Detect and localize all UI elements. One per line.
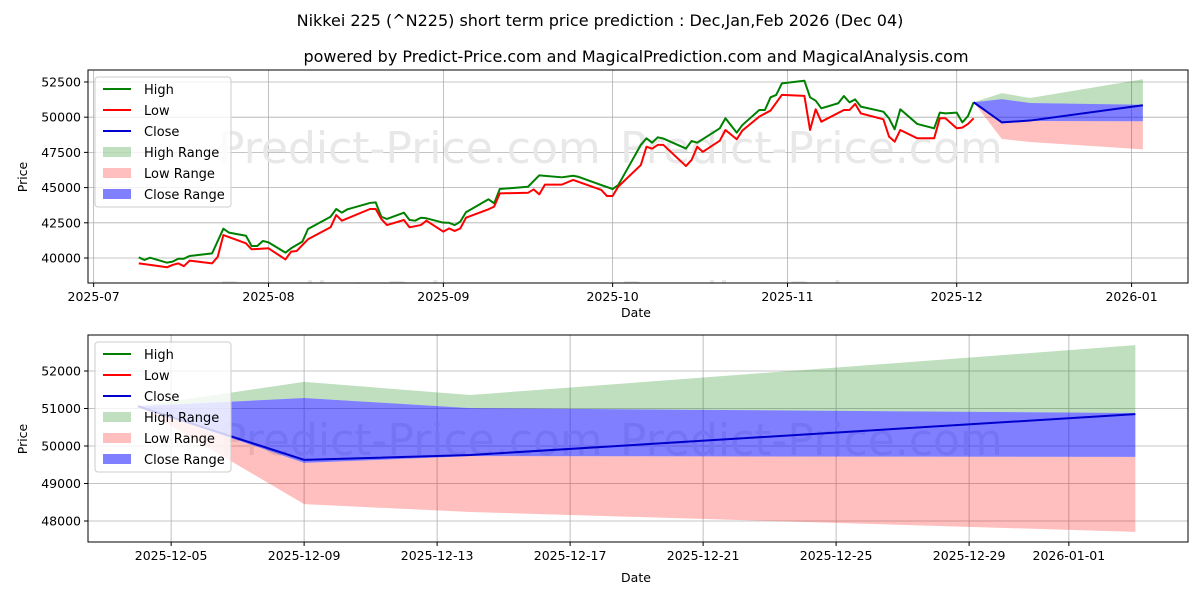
chart-subtitle: powered by Predict-Price.com and Magical…: [303, 47, 968, 66]
legend-label: Low Range: [144, 167, 215, 182]
legend-patch-swatch: [103, 433, 131, 443]
watermark-text: Predict-Price.com: [218, 123, 601, 174]
y-tick-label: 50000: [41, 110, 81, 125]
bottom-axes: 2025-12-05 2025-12-09 2025-12-13 2025-12-17…: [41, 334, 1189, 563]
chart-title: Nikkei 225 (^N225) short term price pred…: [297, 11, 904, 30]
x-tick-label: 2025-12-29: [933, 548, 1006, 563]
legend-label: High Range: [144, 146, 219, 161]
x-tick-label: 2025-12-17: [534, 548, 607, 563]
y-tick-label: 48000: [41, 514, 81, 529]
bottom-ylabel: Price: [15, 423, 30, 454]
y-tick-label: 51000: [41, 401, 81, 416]
legend-label: Low: [144, 104, 170, 119]
y-tick-label: 47500: [41, 145, 81, 160]
y-tick-label: 50000: [41, 439, 81, 454]
x-tick-label: 2025-12: [931, 289, 983, 304]
y-tick-label: 42500: [41, 215, 81, 230]
x-tick-label: 2025-12-13: [401, 548, 474, 563]
watermark-text: Predict-Price.com: [620, 123, 1003, 174]
x-tick-label: 2025-12-21: [667, 548, 740, 563]
x-tick-label: 2025-10: [586, 289, 638, 304]
x-tick-label: 2025-08: [242, 289, 294, 304]
close-series-line: [973, 101, 1144, 124]
high-range-band: [973, 79, 1143, 105]
high-series-line: [138, 79, 975, 264]
axes-frame: [87, 334, 1189, 543]
x-tick-label: 2025-07: [68, 289, 120, 304]
legend-label: Close Range: [144, 188, 225, 203]
watermark-text: Predict-Price.com: [218, 273, 601, 324]
legend-label: High Range: [144, 411, 219, 426]
legend-patch-swatch: [103, 189, 131, 199]
legend-patch-swatch: [103, 454, 131, 464]
x-tick-label: 2025-11: [761, 289, 813, 304]
legend-patch-swatch: [103, 147, 131, 157]
y-tick-label: 40000: [41, 251, 81, 266]
x-tick-label: 2026-01-01: [1033, 548, 1106, 563]
x-tick-label: 2025-12-09: [268, 548, 341, 563]
top-ylabel: Price: [15, 161, 30, 192]
plot-area: Predict-Price.com Predict-Price.com Predic…: [138, 79, 1144, 324]
close-range-band: [137, 398, 1136, 463]
legend-label: Close: [144, 125, 179, 140]
high-range-band: [137, 345, 1136, 413]
watermark-text: Predict-Price.com: [620, 273, 1003, 324]
x-tick-label: 2025-12-25: [800, 548, 873, 563]
legend-patch-swatch: [103, 412, 131, 422]
legend-label: Close: [144, 390, 179, 405]
x-tick-label: 2025-12-05: [135, 548, 208, 563]
legend-label: High: [144, 348, 174, 363]
top-xlabel: Date: [621, 305, 651, 320]
x-tick-label: 2026-01: [1105, 289, 1157, 304]
y-tick-label: 49000: [41, 476, 81, 491]
legend-label: Close Range: [144, 453, 225, 468]
y-tick-label: 52500: [41, 74, 81, 89]
y-tick-label: 45000: [41, 180, 81, 195]
top-axes: 2025-07 2025-08 2025-09 2025-10 2025-11 2025-…: [41, 69, 1189, 324]
low-range-band: [973, 102, 1143, 150]
axes-frame: [87, 69, 1189, 284]
x-tick-label: 2025-09: [417, 289, 469, 304]
low-range-band: [137, 406, 1136, 532]
legend-patch-swatch: [103, 168, 131, 178]
legend-label: High: [144, 83, 174, 98]
close-range-band: [973, 99, 1143, 124]
legend-label: Low: [144, 369, 170, 384]
bottom-xlabel: Date: [621, 570, 651, 585]
low-series-line: [138, 93, 975, 269]
legend-label: Low Range: [144, 432, 215, 447]
y-tick-label: 52000: [41, 364, 81, 379]
